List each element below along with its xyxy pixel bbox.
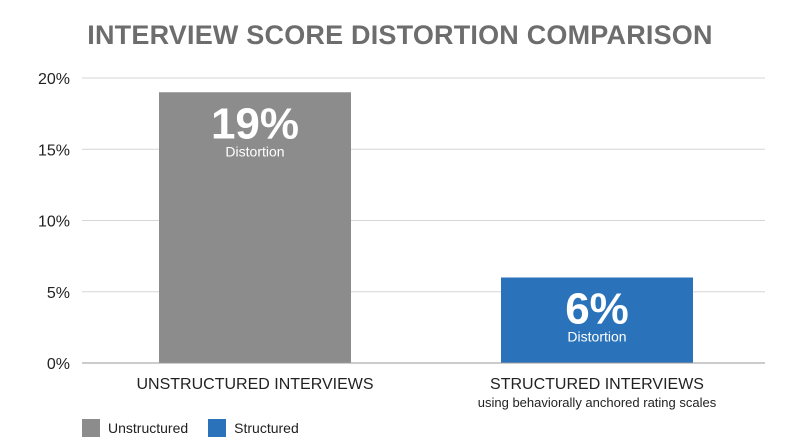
legend-item-structured: Structured	[208, 419, 299, 437]
y-tick-label: 10%	[38, 214, 70, 231]
category-sublabel: using behaviorally anchored rating scale…	[478, 395, 717, 410]
y-tick-label: 15%	[38, 142, 70, 159]
legend-swatch-unstructured	[82, 419, 100, 437]
y-axis-ticks: 0% 5% 10% 15% 20%	[38, 71, 70, 373]
y-tick-label: 0%	[47, 356, 70, 373]
y-tick-label: 20%	[38, 71, 70, 88]
bar	[501, 277, 693, 363]
bar	[159, 92, 351, 363]
y-tick-label: 5%	[47, 285, 70, 302]
legend-label-structured: Structured	[234, 420, 299, 436]
chart-title: INTERVIEW SCORE DISTORTION COMPARISON	[87, 20, 713, 50]
bar-value-label: 19%	[211, 99, 299, 148]
bar-value-label: 6%	[565, 285, 629, 334]
legend-item-unstructured: Unstructured	[82, 419, 188, 437]
legend: Unstructured Structured	[82, 419, 319, 437]
bar-sub-label: Distortion	[567, 329, 626, 345]
category-label: STRUCTURED INTERVIEWS	[490, 376, 704, 393]
bar-sub-label: Distortion	[225, 143, 284, 159]
legend-swatch-structured	[208, 419, 227, 437]
legend-label-unstructured: Unstructured	[108, 420, 189, 436]
category-label: UNSTRUCTURED INTERVIEWS	[136, 376, 373, 393]
x-axis-categories: UNSTRUCTURED INTERVIEWS STRUCTURED INTERV…	[136, 376, 716, 410]
